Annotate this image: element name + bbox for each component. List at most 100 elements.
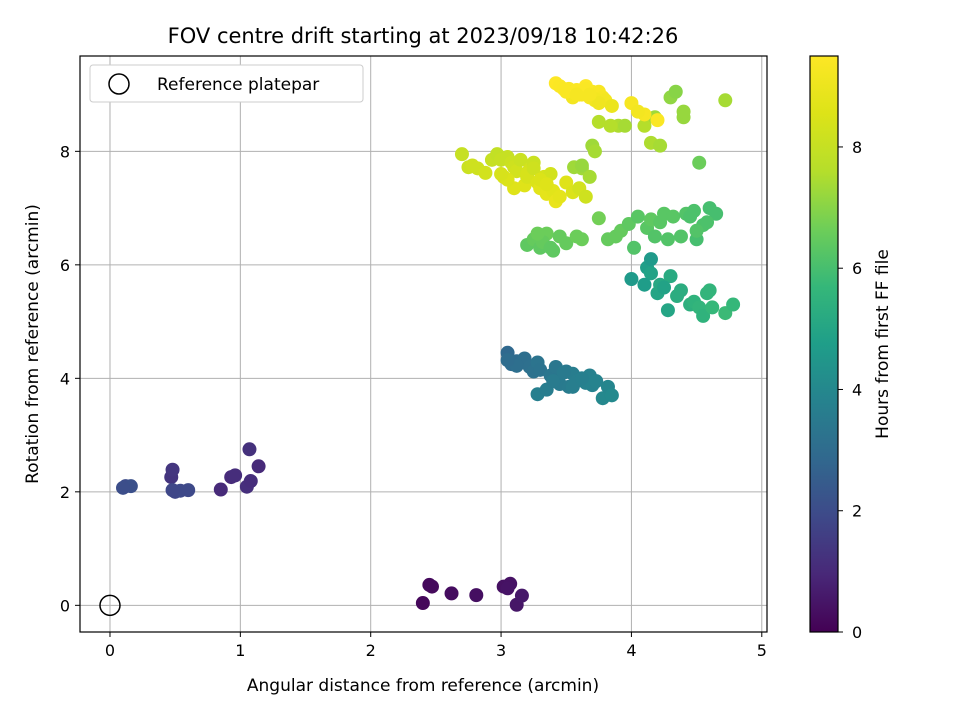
- data-point: [251, 459, 266, 474]
- data-point: [657, 280, 672, 295]
- x-tick-label: 3: [496, 641, 506, 660]
- data-point: [637, 118, 652, 133]
- data-point: [454, 147, 469, 162]
- data-point: [663, 269, 678, 284]
- data-point: [228, 468, 243, 483]
- colorbar-tick-label: 8: [852, 138, 862, 157]
- data-point: [660, 303, 675, 318]
- data-point: [165, 462, 180, 477]
- data-point: [543, 240, 558, 255]
- colorbar-ticks: 0 2 4 6 8: [838, 138, 862, 642]
- data-point: [700, 215, 715, 230]
- data-point: [676, 104, 691, 119]
- x-tick-label: 1: [235, 641, 245, 660]
- colorbar-label: Hours from first FF file: [873, 249, 893, 439]
- y-tick-label: 6: [60, 256, 70, 275]
- data-point: [424, 579, 439, 594]
- data-point: [478, 165, 493, 180]
- data-point: [559, 236, 574, 251]
- data-point: [689, 223, 704, 238]
- colorbar-tick-label: 4: [852, 380, 862, 399]
- data-point: [630, 209, 645, 224]
- data-point: [533, 362, 548, 377]
- data-point: [556, 365, 571, 380]
- data-point: [604, 388, 619, 403]
- data-point: [574, 158, 589, 173]
- data-point: [494, 167, 509, 182]
- data-point: [582, 87, 597, 102]
- data-point: [574, 371, 589, 386]
- x-axis-ticks: 0 1 2 3 4 5: [105, 632, 767, 660]
- data-point: [500, 353, 515, 368]
- data-point: [591, 114, 606, 129]
- colorbar-tick-label: 0: [852, 623, 862, 642]
- data-point: [565, 379, 580, 394]
- x-tick-label: 4: [626, 641, 636, 660]
- data-point: [530, 226, 545, 241]
- x-axis-label: Angular distance from reference (arcmin): [247, 676, 599, 696]
- reference-platepar-marker: [99, 594, 121, 617]
- data-point: [696, 308, 711, 323]
- data-point: [709, 206, 724, 221]
- y-tick-label: 2: [60, 483, 70, 502]
- data-point: [591, 211, 606, 226]
- data-point: [617, 118, 632, 133]
- data-point: [116, 480, 131, 495]
- data-point: [702, 283, 717, 298]
- data-point: [242, 442, 257, 457]
- data-point: [666, 209, 681, 224]
- data-point: [630, 104, 645, 119]
- data-point: [526, 161, 541, 176]
- legend-box: [89, 64, 364, 103]
- data-point: [589, 374, 604, 389]
- data-point: [650, 113, 665, 128]
- data-point: [587, 144, 602, 159]
- data-point: [578, 189, 593, 204]
- data-point: [513, 152, 528, 167]
- x-tick-label: 0: [105, 641, 115, 660]
- data-point: [673, 229, 688, 244]
- data-point: [539, 177, 554, 192]
- data-point: [726, 297, 741, 312]
- data-point: [582, 169, 597, 184]
- y-tick-label: 4: [60, 369, 70, 388]
- y-axis-ticks: 0 2 4 6 8: [60, 142, 80, 615]
- data-point: [604, 98, 619, 113]
- data-point: [415, 596, 430, 611]
- y-axis-label: Rotation from reference (arcmin): [23, 204, 43, 484]
- x-tick-label: 5: [757, 641, 767, 660]
- data-point: [500, 581, 515, 596]
- data-points: [116, 76, 741, 612]
- data-point: [469, 588, 484, 603]
- reference-marker: [99, 594, 121, 617]
- data-point: [705, 300, 720, 315]
- colorbar-tick-label: 2: [852, 502, 862, 521]
- colorbar-gradient: [809, 55, 839, 633]
- x-tick-label: 2: [366, 641, 376, 660]
- plot-frame: [79, 55, 768, 633]
- data-point: [637, 277, 652, 292]
- data-point: [165, 483, 180, 498]
- data-point: [673, 283, 688, 298]
- data-point: [552, 189, 567, 204]
- data-point: [213, 482, 228, 497]
- data-point: [514, 588, 529, 603]
- data-point: [546, 374, 561, 389]
- y-tick-label: 0: [60, 596, 70, 615]
- data-point: [627, 240, 642, 255]
- data-point: [569, 87, 584, 102]
- legend-label-reference-platepar: Reference platepar: [157, 75, 319, 95]
- data-point: [660, 232, 675, 247]
- colorbar: 0 2 4 6 8 Hours from first FF file: [809, 55, 893, 642]
- data-point: [668, 84, 683, 99]
- data-point: [574, 232, 589, 247]
- legend-marker-open-circle: [108, 73, 130, 95]
- data-point: [643, 252, 658, 267]
- data-point: [181, 483, 196, 498]
- data-point: [624, 272, 639, 287]
- y-tick-label: 8: [60, 142, 70, 161]
- data-point: [653, 138, 668, 153]
- data-point: [647, 229, 662, 244]
- data-point: [444, 586, 459, 601]
